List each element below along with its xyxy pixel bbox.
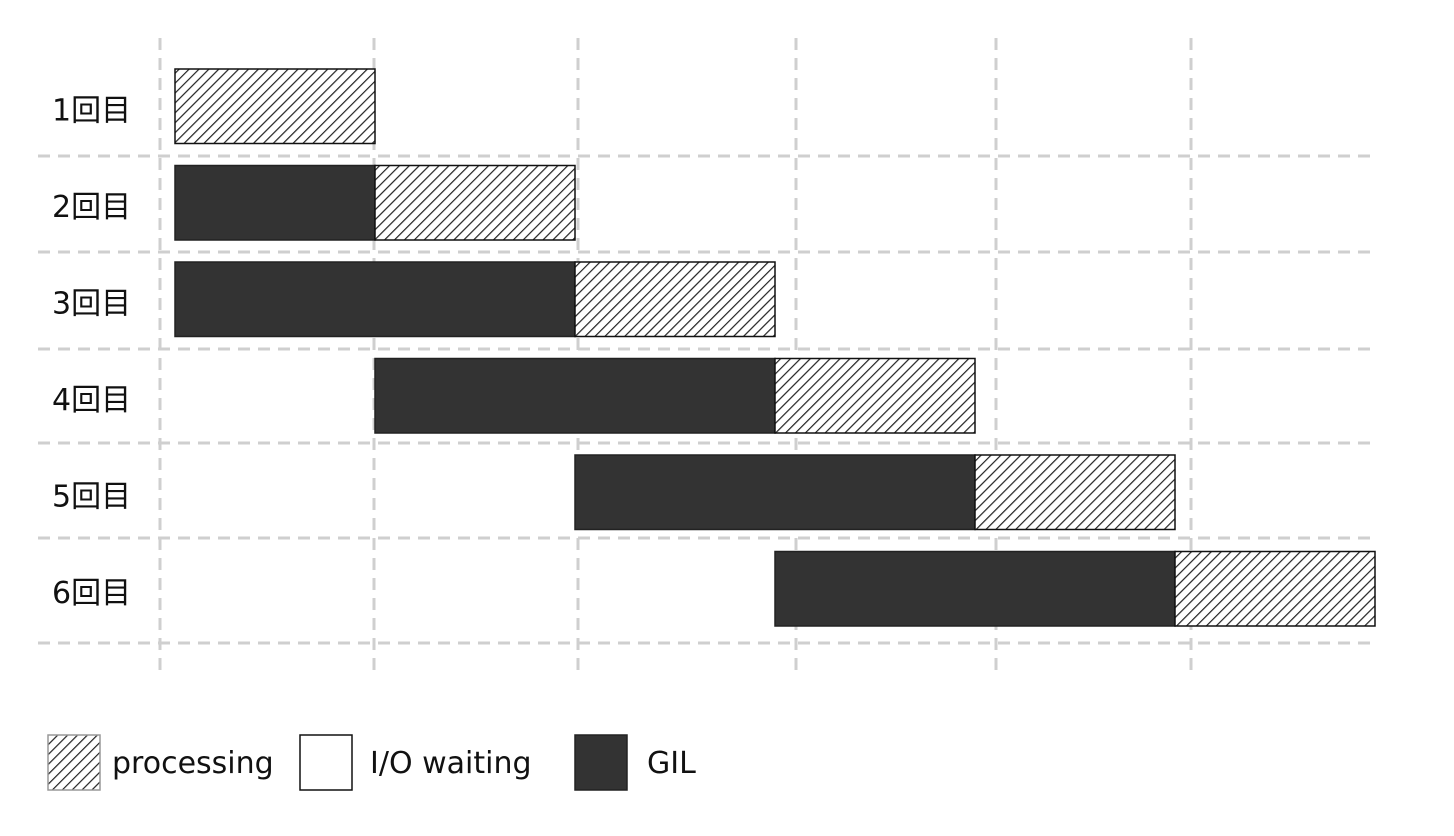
legend-label-gil: GIL bbox=[647, 746, 696, 781]
bar-row1-processing-0 bbox=[174, 68, 376, 145]
legend-swatch-processing bbox=[47, 734, 101, 791]
legend-swatch-gil bbox=[574, 734, 628, 791]
row-label-5: 5回目 bbox=[52, 479, 131, 514]
row-label-3: 3回目 bbox=[52, 286, 131, 321]
bar-row5-gil-7 bbox=[574, 454, 976, 531]
legend-label-processing: processing bbox=[112, 746, 274, 781]
row-label-6: 6回目 bbox=[52, 576, 131, 611]
bar-row2-gil-1 bbox=[174, 164, 376, 241]
bar-row6-gil-9 bbox=[774, 550, 1176, 627]
legend: processing I/O waiting GIL bbox=[47, 734, 696, 791]
row-label-2: 2回目 bbox=[52, 190, 131, 225]
bars bbox=[174, 68, 1376, 627]
row-labels: 1回目 2回目 3回目 4回目 5回目 6回目 bbox=[52, 93, 131, 611]
bar-row4-gil-5 bbox=[374, 357, 776, 434]
bar-row6-processing-10 bbox=[1174, 550, 1376, 627]
row-label-4: 4回目 bbox=[52, 383, 131, 418]
legend-swatch-io bbox=[299, 734, 353, 791]
bar-row3-processing-4 bbox=[574, 261, 776, 338]
bar-row4-processing-6 bbox=[774, 357, 976, 434]
bar-row2-processing-2 bbox=[374, 164, 576, 241]
row-label-1: 1回目 bbox=[52, 93, 131, 128]
legend-label-io: I/O waiting bbox=[370, 746, 532, 781]
bar-row3-gil-3 bbox=[174, 261, 576, 338]
bar-row5-processing-8 bbox=[974, 454, 1176, 531]
